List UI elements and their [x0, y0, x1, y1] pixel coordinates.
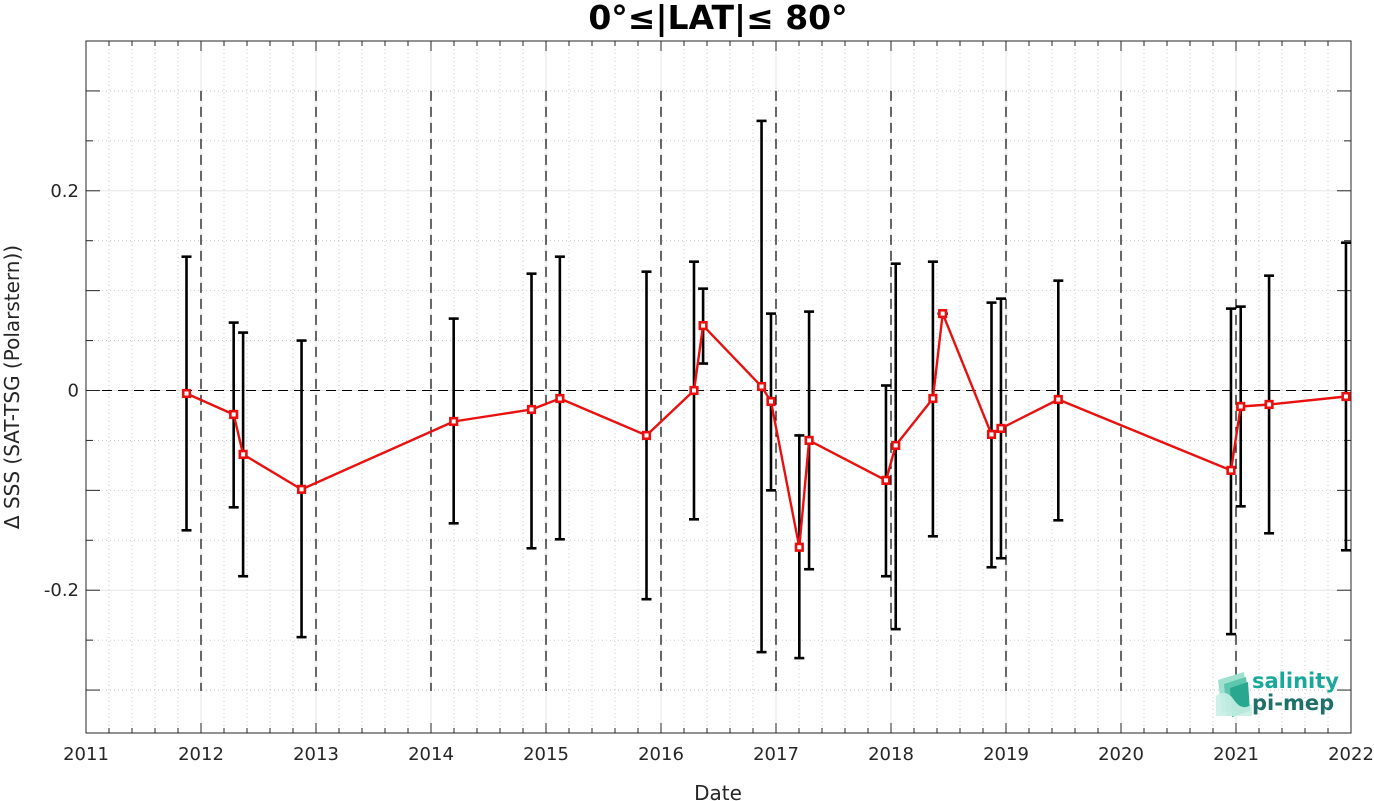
- salinity-pi-mep-logo: salinity pi-mep: [1216, 669, 1339, 717]
- x-tick-label: 2016: [638, 744, 684, 765]
- x-tick-label: 2019: [983, 744, 1029, 765]
- logo-wave-icon: [1216, 672, 1252, 717]
- x-tick-label: 2013: [293, 744, 339, 765]
- reference-lines: [86, 90, 1351, 691]
- error-bars: [181, 119, 1351, 660]
- y-axis-label: Δ SSS (SAT-TSG (Polarstern)): [0, 245, 24, 529]
- x-axis-label: Date: [694, 781, 742, 801]
- plot-frame: [85, 40, 1352, 734]
- x-tick-label: 2012: [178, 744, 224, 765]
- series-layer: [181, 309, 1351, 552]
- grid-layer: [85, 40, 1352, 733]
- logo-text-line2: pi-mep: [1252, 691, 1334, 715]
- x-tick-label: 2017: [753, 744, 799, 765]
- series-line: [186, 312, 1347, 549]
- x-tick-label: 2015: [523, 744, 569, 765]
- x-tick-label: 2020: [1098, 744, 1144, 765]
- axes: [85, 40, 1352, 734]
- x-tick-label: 2018: [868, 744, 914, 765]
- chart-title: 0°≤|LAT|≤ 80°: [588, 0, 847, 37]
- y-tick-label: -0.2: [44, 580, 79, 601]
- x-tick-label: 2014: [408, 744, 454, 765]
- x-tick-label: 2021: [1213, 744, 1259, 765]
- logo-text-line1: salinity: [1252, 669, 1339, 693]
- x-tick-label: 2011: [63, 744, 109, 765]
- y-tick-label: 0: [68, 380, 79, 401]
- x-tick-label: 2022: [1328, 744, 1374, 765]
- tick-labels: 2011 2012 2013 2014 2015 2016 2017 2018 2019 2020…: [44, 181, 1374, 765]
- y-tick-label: 0.2: [50, 181, 79, 202]
